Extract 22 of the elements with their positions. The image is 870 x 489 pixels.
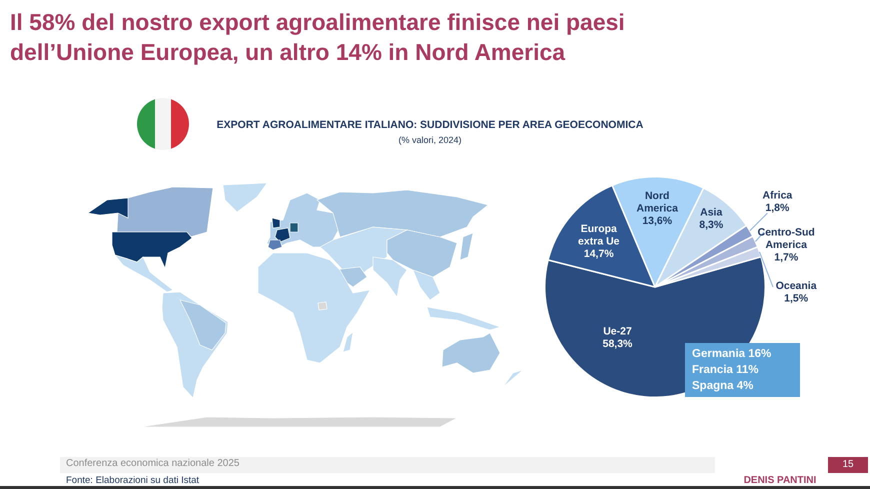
data-label: 58,3% [602, 338, 634, 350]
data-label: 13,6% [642, 215, 673, 228]
slice-label: Ue-27 [603, 325, 632, 338]
slice-label: Europa extra Ue [578, 223, 620, 248]
slice-label: Oceania [776, 280, 817, 292]
slice-label: Nord America [636, 190, 678, 215]
text: Germania 16% Francia 11% Spagna 4% [685, 343, 800, 397]
text: 15 [828, 457, 868, 473]
text: Il 58% del nostro export agroalimentare finisce nei paesi dell’Unione Europea, un altro 14% in Nord America [10, 8, 626, 67]
text: DENIS PANTINI [742, 475, 818, 486]
data-label: 8,3% [699, 218, 724, 231]
slice-label: Asia [700, 206, 722, 218]
text: EXPORT AGROALIMENTARE ITALIANO: SUDDIVISIONE PER AREA GEOECONOMICA [216, 119, 644, 131]
data-label: 14,7% [584, 248, 614, 260]
text: (% valori, 2024) [397, 135, 463, 145]
slice-label: Africa [762, 190, 792, 202]
source-note: Fonte: Elaborazioni su dati Istat [66, 475, 200, 486]
data-label: 1,7% [774, 251, 799, 264]
text: Conferenza economica nazionale 2025 [66, 458, 240, 469]
data-label: 1,8% [765, 202, 790, 214]
data-label: 1,5% [784, 292, 809, 305]
slice-label: Centro-Sud America [758, 226, 815, 251]
